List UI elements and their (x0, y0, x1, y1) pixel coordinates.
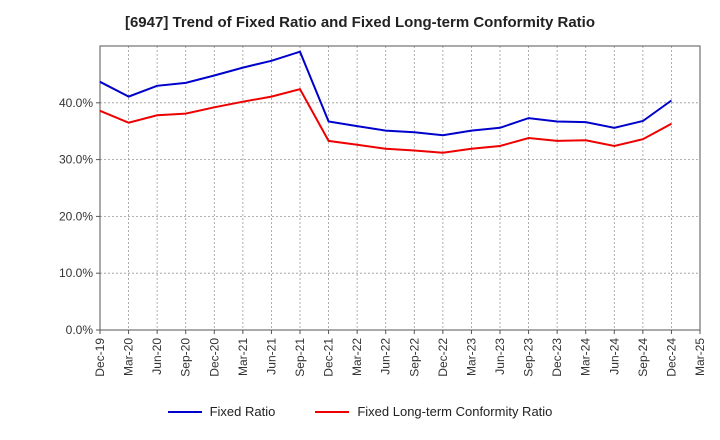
x-tick-label: Jun-21 (264, 338, 278, 375)
x-tick-label: Sep-24 (636, 338, 650, 377)
y-tick-label: 0.0% (66, 323, 94, 337)
series-lines (99, 50, 672, 154)
plot-frame (99, 45, 701, 331)
x-tick-label: Dec-21 (322, 338, 336, 377)
x-tick-label: Mar-25 (693, 338, 707, 376)
x-axis-ticks: Dec-19 Mar-20 Jun-20 Sep-20 Dec-20 Mar-21 Jun-… (93, 330, 707, 377)
legend-label-fixed-long-term-conformity-ratio: Fixed Long-term Conformity Ratio (357, 404, 553, 419)
legend-swatch-fixed-ratio (167, 410, 202, 413)
x-tick-label: Sep-23 (522, 338, 536, 377)
y-tick-label: 30.0% (59, 153, 93, 167)
grid-lines (100, 46, 700, 330)
x-tick-label: Dec-20 (207, 338, 221, 377)
x-tick-label: Mar-23 (464, 338, 478, 376)
legend-swatch-fixed-long-term-conformity-ratio (315, 410, 350, 413)
legend-label-fixed-ratio: Fixed Ratio (209, 404, 276, 419)
y-tick-label: 10.0% (59, 266, 93, 280)
y-axis-ticks: 0.0% 10.0% 20.0% 30.0% 40.0% (59, 96, 100, 337)
x-tick-label: Dec-22 (436, 338, 450, 377)
x-tick-label: Mar-20 (122, 338, 136, 376)
x-tick-label: Mar-22 (350, 338, 364, 376)
legend-item-fixed-ratio: Fixed Ratio (167, 404, 276, 419)
x-tick-label: Jun-23 (493, 338, 507, 375)
x-tick-label: Sep-22 (407, 338, 421, 377)
x-tick-label: Jun-20 (150, 338, 164, 375)
series-line-fixed-long-term-conformity-ratio (99, 88, 672, 154)
x-tick-label: Jun-22 (379, 338, 393, 375)
x-tick-label: Jun-24 (607, 338, 621, 375)
x-tick-label: Sep-20 (179, 338, 193, 377)
legend-item-fixed-long-term-conformity-ratio: Fixed Long-term Conformity Ratio (315, 404, 552, 419)
x-tick-label: Sep-21 (293, 338, 307, 377)
series-line-fixed-ratio (99, 50, 672, 137)
x-tick-label: Dec-19 (93, 338, 107, 377)
x-tick-label: Mar-24 (579, 338, 593, 376)
chart-title: [6947] Trend of Fixed Ratio and Fixed Lo… (124, 14, 596, 31)
y-tick-label: 20.0% (59, 209, 93, 223)
y-tick-label: 40.0% (59, 96, 93, 110)
x-tick-label: Dec-24 (664, 338, 678, 377)
legend: Fixed Ratio Fixed Long-term Conformity R… (0, 404, 720, 419)
x-tick-label: Dec-23 (550, 338, 564, 377)
x-tick-label: Mar-21 (236, 338, 250, 376)
